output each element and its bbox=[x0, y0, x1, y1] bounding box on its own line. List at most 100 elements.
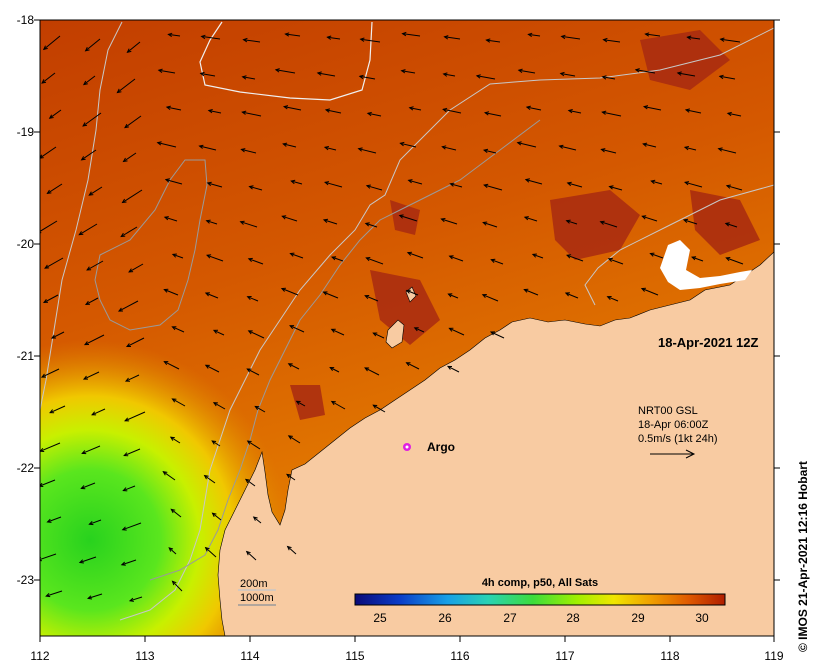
current-vector-head bbox=[686, 35, 692, 40]
current-vector bbox=[287, 546, 297, 555]
current-vector-head bbox=[724, 222, 730, 227]
current-vector bbox=[532, 253, 544, 259]
argo-float-marker[interactable] bbox=[403, 443, 411, 451]
current-vector-head bbox=[241, 110, 247, 115]
current-vector-head bbox=[200, 34, 206, 40]
current-vector-head bbox=[246, 368, 252, 373]
current-vector bbox=[212, 512, 222, 521]
current-vector-head bbox=[523, 216, 529, 221]
current-vector bbox=[484, 184, 503, 191]
current-vector-head bbox=[241, 75, 247, 80]
current-vector bbox=[448, 293, 459, 299]
mainland bbox=[217, 251, 774, 636]
current-vector-head bbox=[481, 294, 487, 299]
current-vector bbox=[290, 253, 304, 259]
current-vector bbox=[79, 223, 98, 236]
current-vector bbox=[126, 337, 145, 347]
current-vector-head bbox=[531, 253, 537, 258]
current-vector bbox=[367, 112, 382, 117]
current-vector bbox=[124, 115, 142, 129]
current-vector bbox=[284, 106, 302, 111]
current-vector bbox=[644, 106, 662, 111]
current-vector bbox=[567, 182, 583, 188]
current-vector bbox=[213, 402, 226, 410]
colorbar-tick-label: 26 bbox=[438, 611, 452, 625]
current-vector-head bbox=[365, 184, 371, 189]
current-vector-head bbox=[565, 219, 571, 224]
current-vector-head bbox=[203, 474, 209, 480]
current-vector-head bbox=[212, 402, 218, 407]
current-vector bbox=[482, 294, 499, 302]
current-vector bbox=[444, 36, 461, 40]
current-vector bbox=[603, 39, 621, 43]
current-vector bbox=[83, 371, 100, 380]
current-vector bbox=[44, 257, 64, 269]
current-vector bbox=[727, 112, 742, 117]
current-vector bbox=[205, 292, 219, 299]
current-vector-head bbox=[441, 145, 447, 150]
current-time-label: 18-Apr 06:00Z bbox=[638, 419, 709, 431]
current-vector-head bbox=[78, 559, 84, 564]
current-vector-head bbox=[244, 478, 250, 484]
current-vector-head bbox=[128, 268, 134, 273]
current-vector-head bbox=[566, 181, 572, 187]
current-vector bbox=[288, 363, 300, 370]
current-vector-head bbox=[211, 512, 217, 518]
current-vector-head bbox=[726, 111, 732, 117]
current-vector-head bbox=[120, 232, 126, 238]
lon-tick-label: 113 bbox=[135, 649, 155, 663]
current-vector-head bbox=[482, 221, 488, 226]
contour-1000m-loop bbox=[94, 159, 208, 331]
lat-tick-label: -18 bbox=[16, 13, 34, 27]
current-vector-head bbox=[171, 253, 177, 258]
current-vector bbox=[331, 328, 345, 336]
current-vector-head bbox=[559, 71, 565, 77]
current-vector bbox=[253, 516, 262, 524]
current-vector-head bbox=[42, 298, 49, 304]
current-vector bbox=[685, 109, 702, 114]
current-vector-head bbox=[120, 561, 126, 566]
current-vector bbox=[158, 69, 176, 74]
current-vector bbox=[365, 222, 378, 228]
current-vector bbox=[719, 75, 736, 80]
current-vector-head bbox=[116, 88, 122, 94]
current-vector-head bbox=[483, 183, 489, 188]
current-vector-head bbox=[46, 189, 52, 195]
current-vector-head bbox=[448, 327, 454, 332]
current-vector bbox=[157, 142, 177, 148]
current-arrows bbox=[40, 31, 744, 602]
current-vector-head bbox=[128, 597, 134, 602]
current-vector bbox=[40, 553, 57, 561]
current-vector-head bbox=[86, 266, 92, 271]
current-vector bbox=[447, 365, 460, 373]
current-vector-head bbox=[80, 156, 86, 161]
current-vector bbox=[172, 253, 184, 259]
current-vector-head bbox=[207, 109, 213, 114]
map-frame bbox=[39, 19, 775, 637]
current-vector-head bbox=[322, 218, 329, 223]
contour-200m-east bbox=[584, 184, 774, 306]
current-vector bbox=[128, 263, 144, 273]
lat-tick-label: -23 bbox=[16, 573, 34, 587]
current-vector-head bbox=[640, 287, 646, 292]
current-vector bbox=[118, 300, 139, 312]
current-vector bbox=[568, 110, 582, 114]
current-vector-head bbox=[123, 452, 129, 457]
current-vector bbox=[40, 442, 61, 452]
current-vector bbox=[82, 112, 102, 127]
current-vector bbox=[364, 367, 380, 376]
current-vector-head bbox=[524, 178, 530, 183]
current-vector-head bbox=[206, 181, 212, 187]
current-vector-head bbox=[204, 364, 210, 369]
current-vector-head bbox=[443, 35, 449, 40]
lat-tick-label: -21 bbox=[16, 349, 34, 363]
current-vector bbox=[121, 559, 137, 566]
current-vector-head bbox=[364, 222, 370, 227]
current-vector-head bbox=[44, 264, 50, 269]
current-vector-head bbox=[725, 257, 731, 262]
current-vector bbox=[441, 218, 458, 225]
current-vector bbox=[651, 180, 663, 185]
current-vector bbox=[323, 291, 339, 299]
current-vector-head bbox=[366, 111, 372, 117]
